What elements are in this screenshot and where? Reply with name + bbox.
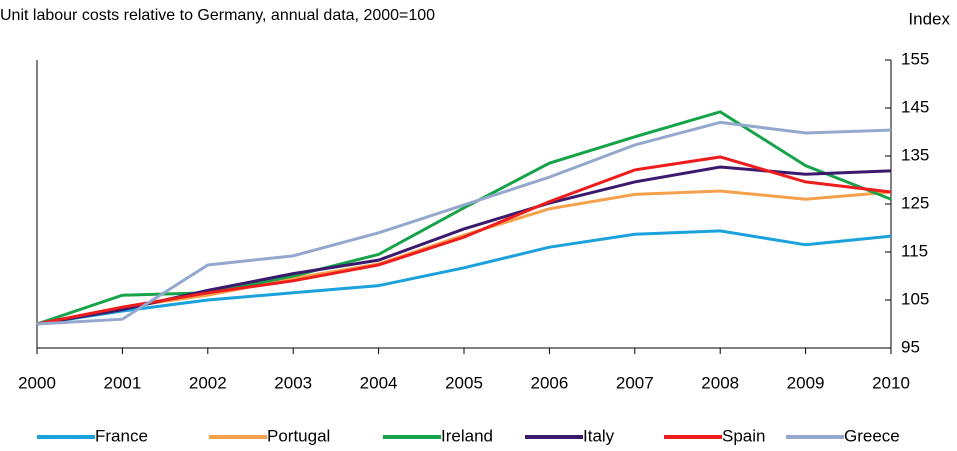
y-tick-label: 115 (901, 241, 928, 260)
x-tick-label: 2010 (872, 373, 910, 392)
x-tick-label: 2003 (274, 373, 312, 392)
x-tick-label: 2007 (616, 373, 654, 392)
x-tick-label: 2002 (189, 373, 227, 392)
series-line (36, 229, 892, 326)
x-tick-label: 2006 (530, 373, 568, 392)
legend-label: Ireland (441, 426, 493, 445)
x-tick-label: 2008 (701, 373, 739, 392)
y-tick-label: 145 (901, 97, 929, 116)
y-tick-label: 155 (901, 49, 929, 68)
chart-title: Unit labour costs relative to Germany, a… (0, 7, 435, 24)
y-tick-label: 135 (901, 145, 929, 164)
legend-label: Portugal (267, 426, 330, 445)
x-tick-label: 2009 (787, 373, 825, 392)
series-line (36, 110, 892, 326)
x-tick-label: 2004 (360, 373, 398, 392)
x-tick-label: 2000 (18, 373, 56, 392)
legend-label: Italy (583, 426, 615, 445)
y-tick-label: 105 (901, 289, 929, 308)
y-tick-label: 125 (901, 193, 929, 212)
legend-label: France (95, 426, 148, 445)
series-line (36, 120, 892, 326)
y-tick-label: 95 (901, 337, 920, 356)
legend-label: Spain (722, 426, 765, 445)
x-tick-label: 2001 (103, 373, 141, 392)
series-line (36, 189, 892, 326)
legend-label: Greece (844, 426, 900, 445)
x-tick-label: 2005 (445, 373, 483, 392)
series-line (36, 155, 892, 326)
y-axis-label: Index (908, 9, 950, 28)
